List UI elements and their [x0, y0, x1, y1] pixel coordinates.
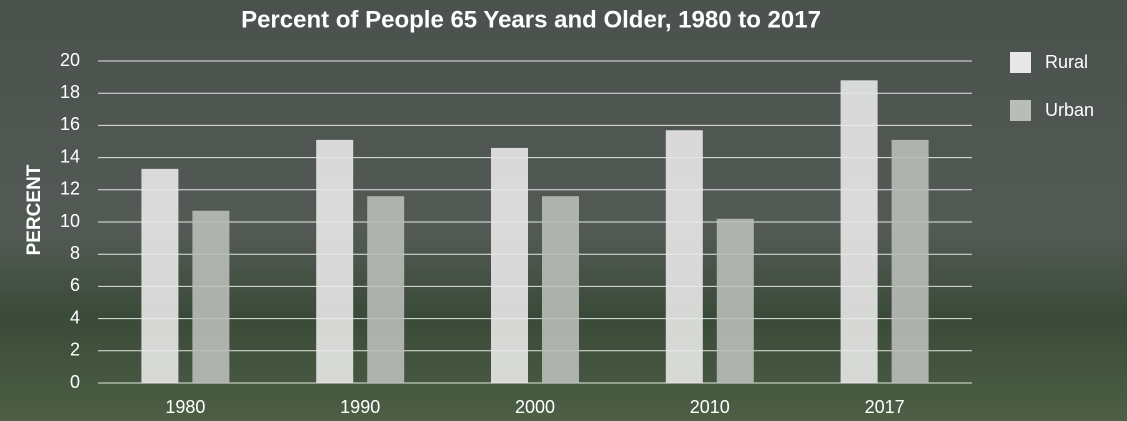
- bar: [665, 130, 703, 383]
- bar: [491, 147, 528, 383]
- legend-label: Rural: [1045, 52, 1088, 72]
- x-tick-label: 2010: [690, 397, 730, 417]
- y-tick-label: 14: [60, 146, 80, 166]
- bar: [716, 218, 754, 383]
- y-axis-label: PERCENT: [24, 164, 45, 255]
- x-tick-label: 1980: [165, 397, 205, 417]
- x-tick-label: 1990: [340, 397, 380, 417]
- y-tick-label: 0: [70, 372, 80, 392]
- y-tick-label: 18: [60, 82, 80, 102]
- y-tick-label: 6: [70, 275, 80, 295]
- y-tick-label: 20: [60, 50, 80, 70]
- bar: [542, 196, 579, 383]
- bar: [891, 139, 929, 383]
- bar: [840, 80, 878, 383]
- bar: [367, 196, 405, 383]
- legend-swatch: [1010, 52, 1031, 73]
- y-tick-label: 12: [60, 179, 80, 199]
- y-tick-label: 16: [60, 114, 80, 134]
- x-tick-label: 2000: [515, 397, 555, 417]
- x-tick-label: 2017: [865, 397, 905, 417]
- bar: [192, 210, 230, 383]
- y-tick-label: 2: [70, 340, 80, 360]
- y-tick-label: 4: [70, 307, 80, 327]
- legend-label: Urban: [1045, 100, 1094, 120]
- y-tick-label: 8: [70, 243, 80, 263]
- chart-title: Percent of People 65 Years and Older, 19…: [241, 6, 821, 33]
- y-tick-label: 10: [60, 211, 80, 231]
- bar: [316, 139, 354, 383]
- bar: [141, 168, 179, 383]
- legend-swatch: [1010, 100, 1031, 121]
